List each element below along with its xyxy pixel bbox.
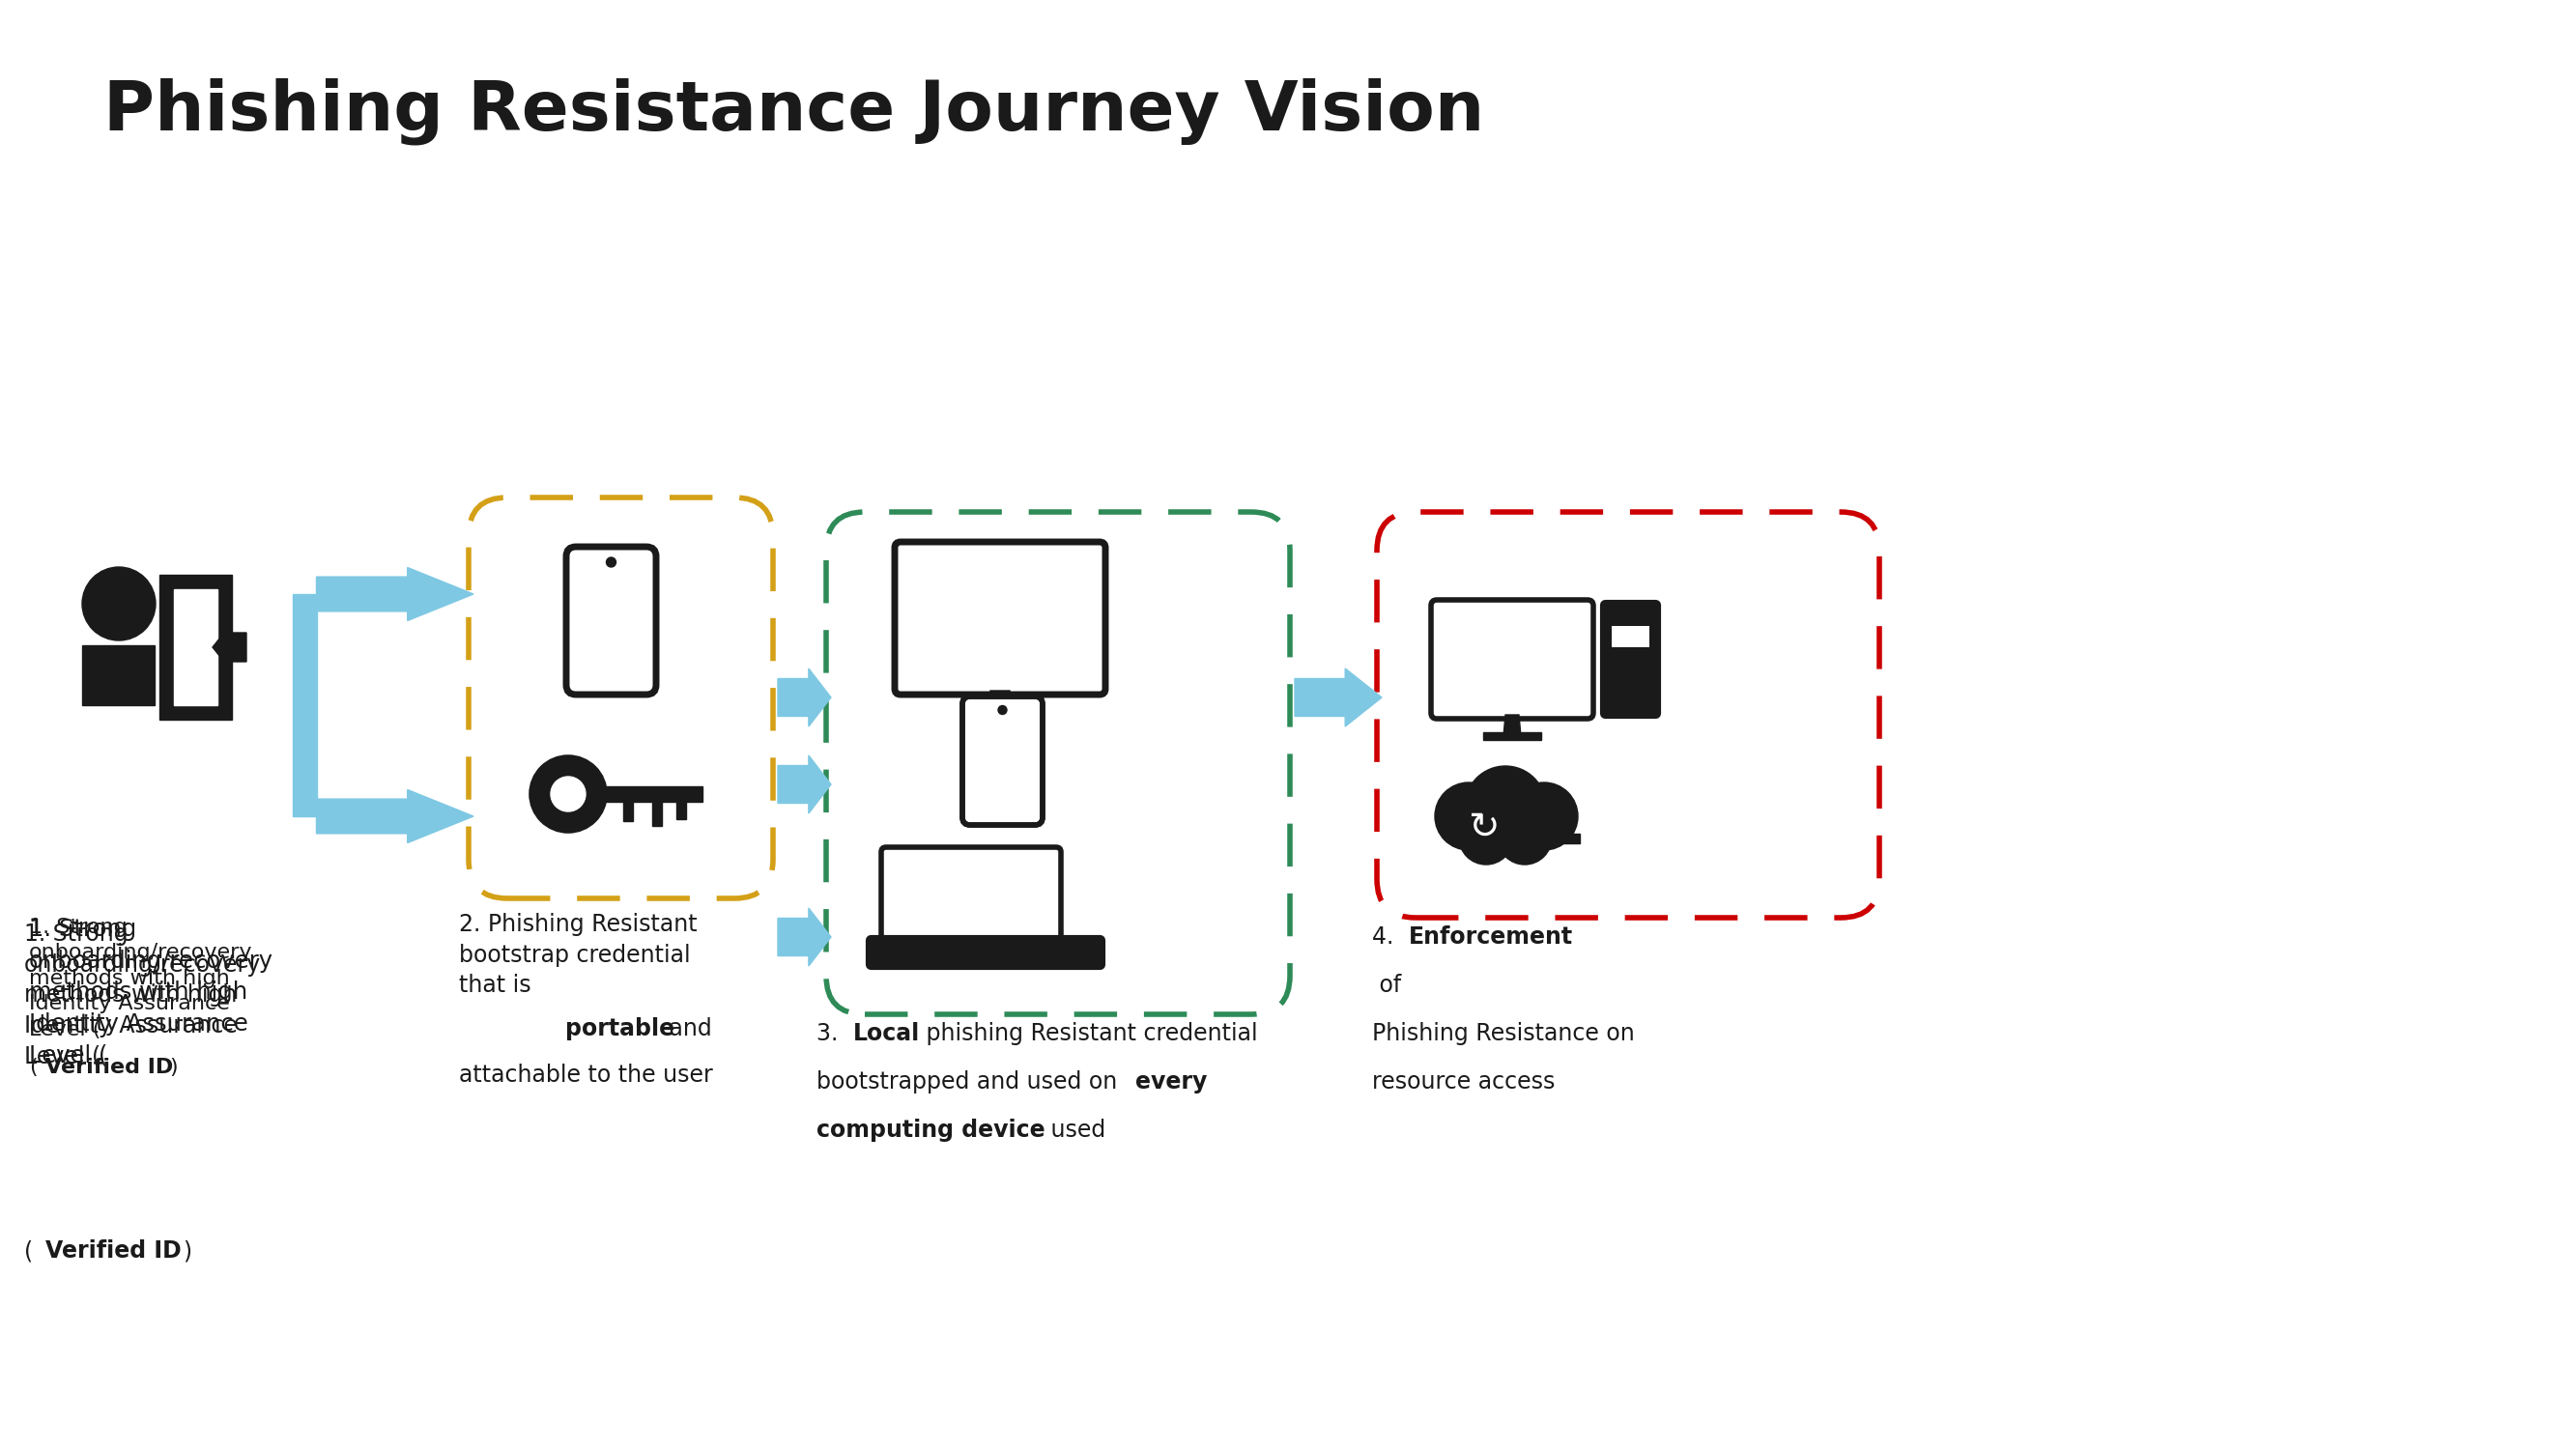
Circle shape bbox=[1458, 810, 1512, 865]
FancyArrow shape bbox=[1484, 732, 1540, 740]
FancyBboxPatch shape bbox=[868, 938, 1103, 968]
FancyArrow shape bbox=[778, 755, 832, 813]
Circle shape bbox=[82, 567, 155, 640]
Circle shape bbox=[1435, 782, 1502, 851]
FancyBboxPatch shape bbox=[1602, 601, 1659, 717]
Text: Verified ID: Verified ID bbox=[46, 1239, 180, 1262]
Circle shape bbox=[1497, 810, 1551, 865]
Text: of: of bbox=[1373, 974, 1401, 997]
FancyArrow shape bbox=[291, 594, 317, 816]
Polygon shape bbox=[160, 575, 232, 720]
FancyBboxPatch shape bbox=[580, 565, 641, 677]
FancyArrow shape bbox=[963, 713, 1036, 723]
Text: 1. Strong
onboarding/recovery
methods with high
Identity Assurance
Level (: 1. Strong onboarding/recovery methods wi… bbox=[28, 917, 252, 1039]
Polygon shape bbox=[175, 590, 216, 706]
FancyArrow shape bbox=[317, 790, 474, 843]
FancyArrow shape bbox=[1296, 668, 1381, 726]
FancyArrow shape bbox=[677, 801, 685, 819]
FancyArrow shape bbox=[317, 568, 474, 620]
FancyBboxPatch shape bbox=[963, 697, 1043, 824]
FancyBboxPatch shape bbox=[894, 542, 1105, 694]
FancyArrow shape bbox=[214, 626, 247, 669]
Text: 4.: 4. bbox=[1373, 926, 1401, 949]
Text: Verified ID: Verified ID bbox=[46, 1058, 173, 1077]
FancyArrow shape bbox=[652, 801, 662, 826]
Text: Enforcement: Enforcement bbox=[1409, 926, 1574, 949]
FancyArrow shape bbox=[778, 668, 832, 726]
Polygon shape bbox=[1504, 714, 1520, 736]
Text: resource access: resource access bbox=[1373, 1071, 1556, 1094]
Text: computing device: computing device bbox=[817, 1119, 1046, 1142]
Text: 1. Strong
onboarding/recovery
methods with high
Identity Assurance
Level (: 1. Strong onboarding/recovery methods wi… bbox=[28, 917, 273, 1066]
FancyBboxPatch shape bbox=[881, 848, 1061, 945]
FancyBboxPatch shape bbox=[1613, 626, 1649, 648]
Polygon shape bbox=[82, 645, 155, 706]
Text: ): ) bbox=[183, 1239, 191, 1262]
Text: used: used bbox=[1043, 1119, 1105, 1142]
Text: and: and bbox=[662, 1017, 711, 1040]
Text: (: ( bbox=[23, 1239, 33, 1262]
Text: ): ) bbox=[170, 1058, 178, 1077]
Text: portable: portable bbox=[564, 1017, 675, 1040]
Polygon shape bbox=[1463, 833, 1579, 843]
FancyBboxPatch shape bbox=[567, 546, 657, 694]
FancyArrow shape bbox=[778, 909, 832, 966]
Circle shape bbox=[531, 758, 605, 830]
Circle shape bbox=[551, 777, 585, 811]
Polygon shape bbox=[989, 691, 1012, 717]
FancyBboxPatch shape bbox=[1432, 600, 1595, 719]
Text: every: every bbox=[1136, 1071, 1208, 1094]
Text: Local: Local bbox=[853, 1022, 920, 1045]
Text: 3.: 3. bbox=[817, 1022, 845, 1045]
Circle shape bbox=[1510, 782, 1579, 851]
Text: 2. Phishing Resistant
bootstrap credential
that is: 2. Phishing Resistant bootstrap credenti… bbox=[459, 913, 698, 997]
Text: (: ( bbox=[28, 1058, 36, 1077]
FancyArrow shape bbox=[623, 801, 634, 822]
Text: bootstrapped and used on: bootstrapped and used on bbox=[817, 1071, 1126, 1094]
Text: phishing Resistant credential: phishing Resistant credential bbox=[920, 1022, 1257, 1045]
Text: Phishing Resistance Journey Vision: Phishing Resistance Journey Vision bbox=[103, 77, 1484, 145]
Text: attachable to the user: attachable to the user bbox=[459, 1064, 714, 1087]
Text: 1. Strong
onboarding/recovery
methods with high
Identity Assurance
Level (: 1. Strong onboarding/recovery methods wi… bbox=[23, 923, 260, 1068]
Text: Phishing Resistance on: Phishing Resistance on bbox=[1373, 1022, 1636, 1045]
FancyArrow shape bbox=[600, 787, 703, 801]
Circle shape bbox=[1466, 767, 1546, 848]
FancyBboxPatch shape bbox=[909, 558, 1090, 680]
Circle shape bbox=[605, 558, 616, 567]
Text: ↻: ↻ bbox=[1468, 810, 1499, 846]
Circle shape bbox=[997, 706, 1007, 714]
